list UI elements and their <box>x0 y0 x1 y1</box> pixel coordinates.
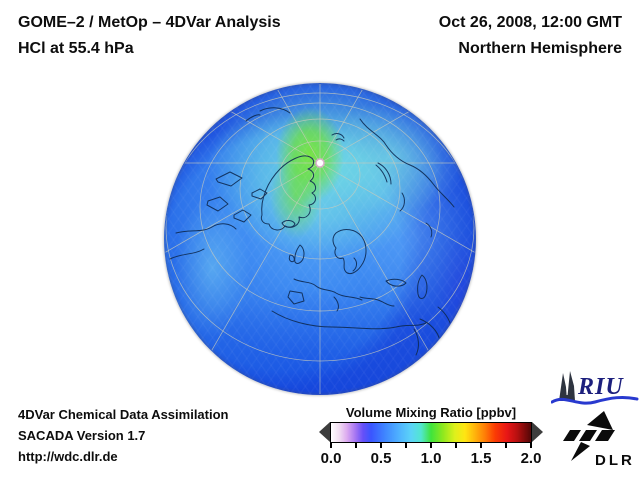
colorbar-tick <box>455 443 457 448</box>
colorbar-title: Volume Mixing Ratio [ppbv] <box>345 405 517 420</box>
colorbar-tick <box>330 443 332 448</box>
page-subtitle: HCl at 55.4 hPa <box>18 40 134 57</box>
colorbar-tick <box>505 443 507 448</box>
dlr-logo: DLR <box>557 409 635 471</box>
header-right: Oct 26, 2008, 12:00 GMT Northern Hemisph… <box>439 10 622 62</box>
credit-line-assimilation: 4DVar Chemical Data Assimilation <box>18 407 229 422</box>
colorbar-tick <box>480 443 482 448</box>
colorbar-tick-label: 1.5 <box>470 450 492 467</box>
dlr-star-icon <box>563 411 615 461</box>
credit-line-version: SACADA Version 1.7 <box>18 428 146 443</box>
globe-visualization <box>164 83 476 395</box>
globe-overlay <box>165 84 475 394</box>
riu-wave-icon <box>550 395 639 405</box>
colorbar-tick-label: 0.0 <box>320 450 342 467</box>
colorbar-tick <box>405 443 407 448</box>
colorbar-tick <box>355 443 357 448</box>
colorbar-tick-label: 2.0 <box>520 450 542 467</box>
colorbar-tick <box>430 443 432 448</box>
colorbar-tick <box>530 443 532 448</box>
hemisphere-label: Northern Hemisphere <box>458 40 622 57</box>
colorbar-tick-label: 1.0 <box>420 450 442 467</box>
riu-logo: RIU <box>550 369 639 409</box>
cathedral-icon <box>559 371 575 401</box>
graticule <box>165 84 475 394</box>
page-title: GOME–2 / MetOp – 4DVar Analysis <box>18 14 281 31</box>
colorbar: 0.0 0.5 1.0 1.5 2.0 <box>319 422 543 467</box>
datetime-label: Oct 26, 2008, 12:00 GMT <box>438 14 622 31</box>
north-pole-marker <box>315 158 325 168</box>
header-left: GOME–2 / MetOp – 4DVar Analysis HCl at 5… <box>18 10 281 62</box>
colorbar-gradient <box>330 422 532 443</box>
colorbar-right-arrow-icon <box>532 422 543 442</box>
credit-line-url: http://wdc.dlr.de <box>18 449 118 464</box>
credits: 4DVar Chemical Data Assimilation SACADA … <box>18 404 229 467</box>
colorbar-tick <box>380 443 382 448</box>
riu-logo-text: RIU <box>577 374 624 400</box>
coastlines <box>169 107 455 356</box>
colorbar-left-arrow-icon <box>319 422 330 442</box>
colorbar-tick-label: 0.5 <box>370 450 392 467</box>
dlr-logo-text: DLR <box>595 452 635 469</box>
